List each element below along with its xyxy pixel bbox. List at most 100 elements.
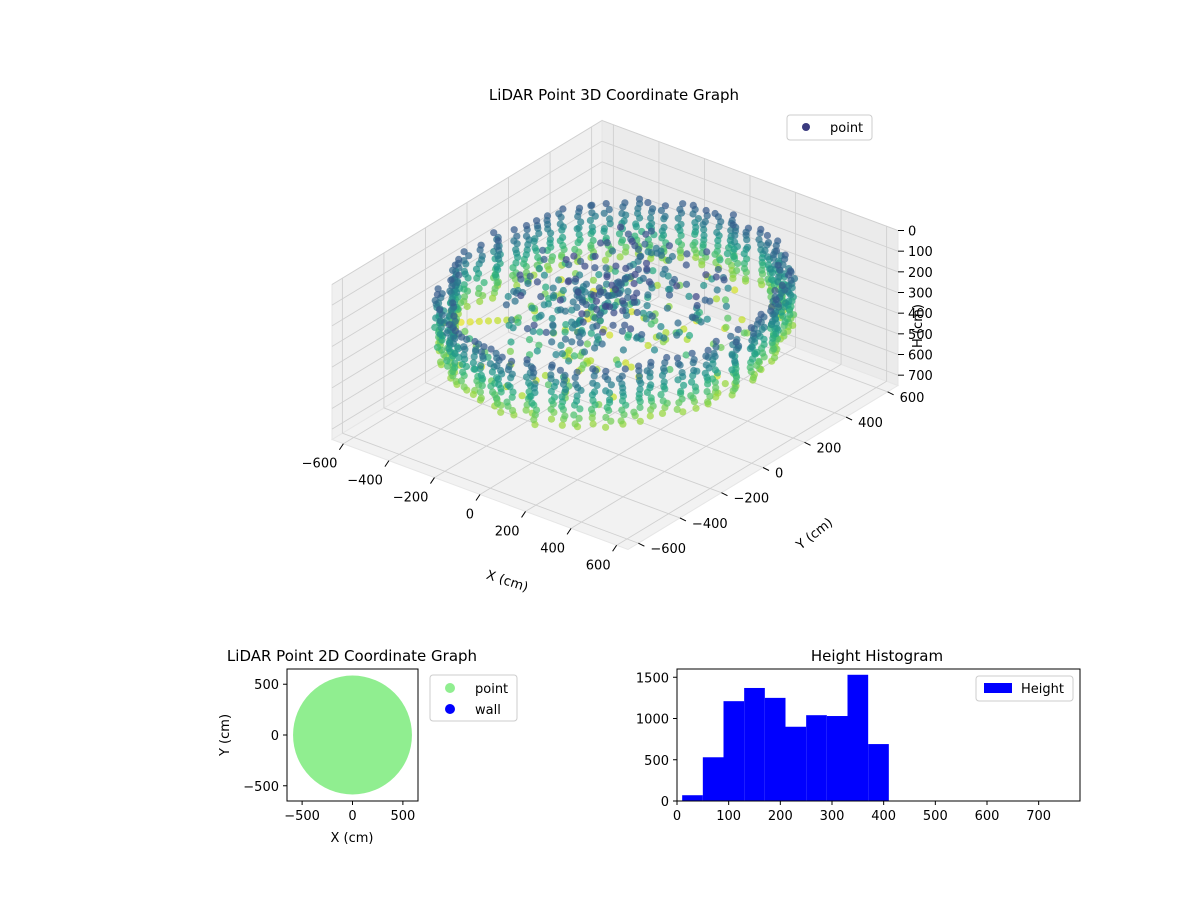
point-3d: [606, 331, 614, 339]
point-3d: [597, 239, 605, 247]
point-3d: [560, 376, 568, 384]
point-3d: [678, 369, 686, 377]
point-3d: [593, 322, 601, 330]
histogram-axes: Height Histogram 0 100 200 300 400 500 600 7000…: [636, 647, 1081, 824]
point-3d: [618, 236, 627, 244]
point-3d: [712, 273, 720, 281]
point-3d: [449, 299, 457, 307]
point-3d: [716, 256, 724, 264]
point-3d: [698, 261, 706, 269]
point-3d: [460, 351, 468, 359]
z-axis-label-3d: H (cm): [911, 304, 926, 348]
point-3d: [731, 286, 739, 294]
point-3d: [729, 274, 737, 282]
point-3d: [610, 309, 618, 317]
plot-area-histogram: 0 100 200 300 400 500 600 700 0 500 1000 1500: [636, 668, 1081, 824]
x-tick-label-3d: 600: [586, 558, 611, 573]
point-3d: [492, 349, 500, 357]
point-3d: [661, 359, 669, 367]
point-3d: [692, 293, 700, 301]
point-3d: [564, 278, 572, 286]
point-3d: [673, 354, 682, 362]
point-3d: [435, 306, 444, 314]
point-3d: [498, 353, 506, 361]
point-3d: [559, 233, 567, 241]
point-3d: [531, 235, 539, 243]
point-3d: [530, 321, 538, 329]
point-3d: [721, 380, 729, 388]
point-3d: [734, 326, 742, 334]
x-tick-label-2d: 500: [390, 809, 415, 824]
point-3d: [619, 346, 628, 354]
point-3d: [770, 251, 778, 259]
legend-marker-height: [984, 683, 1012, 693]
point-3d: [572, 275, 580, 283]
z-tick-label-3d: 0: [908, 225, 916, 240]
point-3d: [436, 317, 444, 325]
point-3d: [580, 348, 589, 356]
point-3d: [570, 352, 578, 360]
point-3d: [582, 280, 591, 288]
point-3d: [660, 334, 668, 342]
point-3d: [641, 240, 649, 248]
point-3d: [723, 250, 732, 258]
point-3d: [516, 271, 524, 279]
point-3d: [638, 331, 646, 339]
point-3d: [583, 340, 592, 348]
x-tick-label-3d: −200: [393, 491, 429, 506]
point-3d: [535, 341, 543, 349]
point-3d: [644, 199, 652, 207]
point-3d: [712, 384, 720, 392]
point-3d: [602, 387, 610, 395]
point-3d: [665, 256, 673, 264]
point-3d: [676, 246, 684, 254]
point-3d: [769, 334, 777, 342]
chart-title-histogram: Height Histogram: [811, 647, 943, 665]
point-3d: [712, 343, 720, 351]
histogram-bar: [868, 744, 889, 801]
point-3d: [740, 329, 748, 337]
point-3d: [541, 371, 550, 380]
point-3d: [644, 341, 652, 350]
point-3d: [647, 394, 655, 402]
point-3d: [665, 242, 674, 250]
point-3d: [556, 296, 565, 304]
point-3d: [561, 335, 570, 343]
x-tick-label-2d: 0: [348, 809, 356, 824]
y-tick-label-3d: −400: [692, 517, 728, 532]
point-3d: [711, 209, 719, 218]
point-3d: [510, 226, 518, 234]
x-tick-label-histogram: 700: [1026, 809, 1051, 824]
point-3d: [556, 366, 565, 374]
point-3d: [658, 371, 667, 379]
point-3d: [618, 397, 627, 405]
point-3d: [661, 212, 669, 220]
z-tick-label-3d: 700: [908, 369, 933, 384]
point-3d: [522, 232, 531, 240]
point-3d: [504, 292, 512, 301]
legend-histogram: Height: [975, 675, 1074, 702]
y-axis-label-3d: Y (cm): [793, 515, 836, 553]
point-3d: [577, 257, 585, 265]
point-3d: [602, 280, 611, 288]
point-3d: [493, 263, 501, 271]
point-3d: [768, 303, 776, 311]
histogram-bar: [826, 716, 848, 801]
point-3d: [624, 230, 633, 238]
point-3d: [728, 366, 736, 374]
point-3d: [596, 288, 605, 296]
point-3d: [714, 236, 722, 245]
point-3d: [590, 372, 598, 380]
chart-title-2d: LiDAR Point 2D Coordinate Graph: [227, 647, 477, 665]
point-3d: [603, 273, 611, 281]
x-tick-label-3d: 200: [495, 524, 520, 539]
point-3d: [591, 252, 599, 260]
point-3d: [561, 328, 569, 336]
point-3d: [539, 246, 547, 254]
point-3d: [461, 327, 469, 336]
point-3d: [612, 262, 620, 270]
point-3d: [647, 406, 655, 414]
point-3d: [757, 240, 765, 248]
point-3d: [687, 392, 695, 400]
point-3d: [590, 291, 598, 299]
